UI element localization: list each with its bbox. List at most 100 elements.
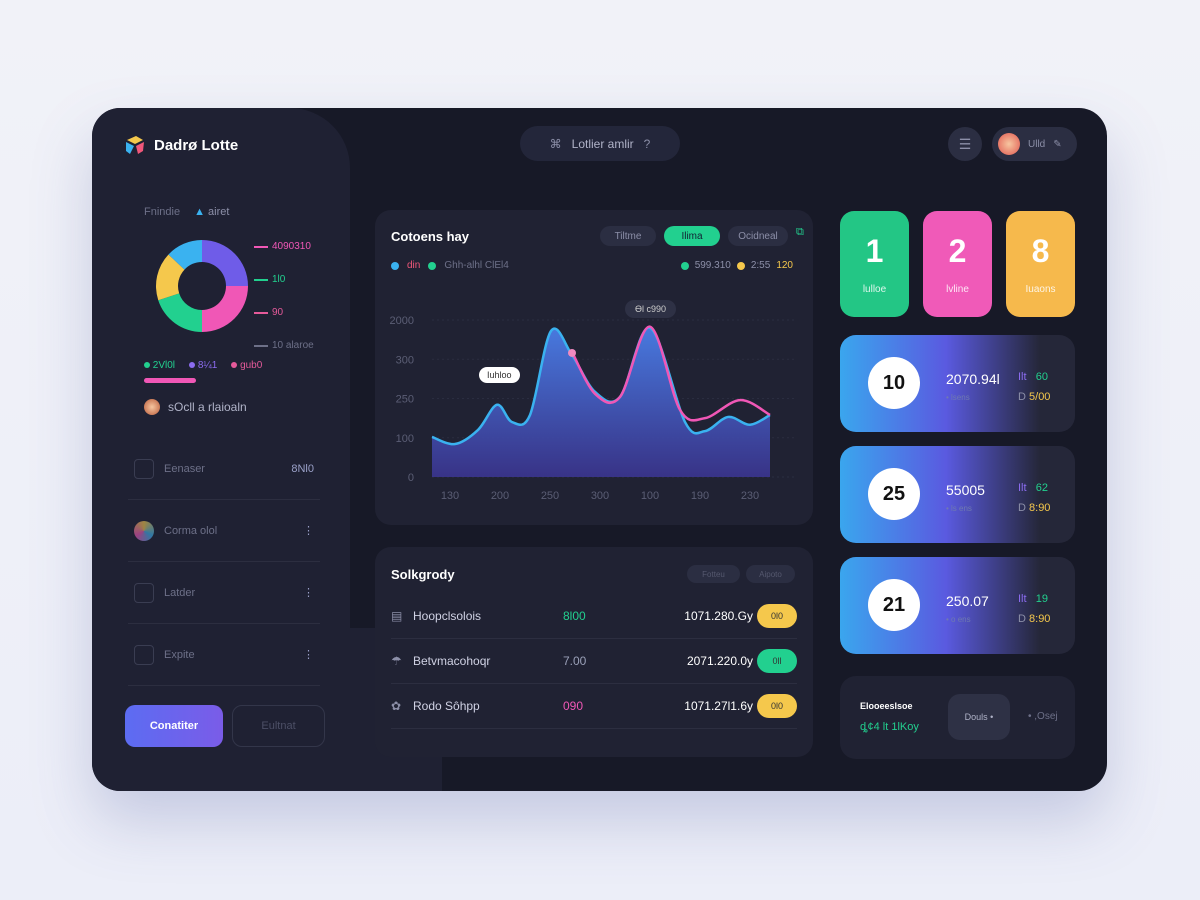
- donut-slice: [158, 293, 202, 332]
- card-tag2-value: 8:90: [1029, 502, 1051, 514]
- donut-legend-item: 10 alaroe: [254, 329, 324, 362]
- donut-legend-item: 1l0: [254, 263, 324, 296]
- y-tick-label: 2000: [390, 315, 414, 327]
- table-title: Solkgrody: [391, 567, 455, 582]
- dashboard-window: Dadrø Lotte ⌘ Lotlier amlir ? ☰ Ulld ✎ F…: [92, 108, 1107, 791]
- y-tick-label: 100: [396, 433, 414, 445]
- metric-card[interactable]: 25 55005 • ls ens Ilt 62 D 8:90: [840, 446, 1075, 543]
- progress-bar: [144, 378, 196, 383]
- sidebar: [92, 108, 350, 791]
- stat-tile[interactable]: 2 lvline: [923, 211, 992, 317]
- sidebar-stats: 2Vl0l 8¼1 gub0: [144, 360, 262, 371]
- summary-card: Elooeeslsoe ȡ¢4 lt 1lKoy Douls • • ,Osej: [840, 676, 1075, 759]
- avatar: [998, 133, 1020, 155]
- status-badge: 0ll: [757, 649, 797, 673]
- donut-slice: [202, 286, 248, 332]
- secondary-button[interactable]: Eultnat: [232, 705, 325, 747]
- chart-filter[interactable]: Ilima: [664, 226, 720, 246]
- summary-extra: • ,Osej: [1028, 711, 1058, 722]
- table-row[interactable]: ▤ Hoopclsolois 8l00 1071.280.Gy 0l0: [391, 594, 797, 639]
- row-name: Hoopclsolois: [413, 609, 482, 623]
- search-label: Lotlier amlir: [571, 136, 634, 151]
- card-number: 21: [868, 579, 920, 631]
- chart-filter[interactable]: Ocidneal: [728, 226, 788, 246]
- status-badge: 0l0: [757, 604, 797, 628]
- sidebar-item-label: Expite: [164, 648, 195, 661]
- menu-button[interactable]: ☰: [948, 127, 982, 161]
- donut-slice: [202, 240, 248, 286]
- card-tag: Ilt: [1018, 593, 1027, 605]
- row-name: Betvmacohoqr: [413, 654, 491, 668]
- sidebar-stat: 8¼1: [189, 360, 217, 371]
- primary-button[interactable]: Conatiter: [125, 705, 223, 747]
- chart-legend-left: din Ghh-alhl ClEl4: [391, 260, 509, 271]
- sidebar-item-icon: [134, 458, 154, 479]
- sidebar-item-value: 8Nl0: [291, 462, 314, 475]
- card-sub: • ls ens: [946, 504, 972, 513]
- row-amount: 1071.280.Gy: [684, 609, 753, 623]
- legend-label: 599.310: [694, 260, 731, 271]
- stat-tile[interactable]: 8 Iuaons: [1006, 211, 1075, 317]
- tile-label: lvline: [946, 284, 969, 295]
- sidebar-item[interactable]: Corma olol ⋮: [128, 500, 320, 562]
- donut-legend: 4090310 1l0 90 10 alaroe: [254, 230, 324, 362]
- triangle-icon: ▲: [194, 206, 205, 218]
- stat-dot: [189, 362, 196, 368]
- highlight-point[interactable]: [568, 348, 576, 357]
- card-tag-value: 60: [1035, 371, 1048, 383]
- sidebar-item-icon: [134, 582, 154, 603]
- card-tag-value: 19: [1035, 593, 1048, 605]
- legend-label: 2:55: [750, 260, 771, 271]
- table-button[interactable]: Fotteu: [687, 565, 740, 583]
- sidebar-item-label: Eenaser: [164, 462, 205, 475]
- row-qty: 090: [563, 699, 584, 713]
- summary-title: Elooeeslsoe: [860, 701, 913, 711]
- legend-label: 120: [776, 260, 793, 271]
- donut-slice: [168, 240, 202, 270]
- x-tick-label: 230: [741, 490, 759, 502]
- section-tag: ▲ airet: [194, 206, 229, 218]
- tile-number: 2: [948, 233, 967, 269]
- card-tag2: D: [1018, 613, 1026, 625]
- chart-legend-right: 599.310 2:55 120: [680, 260, 793, 271]
- sidebar-item[interactable]: Latder ⋮: [128, 562, 320, 624]
- sidebar-item-label: Latder: [164, 586, 196, 599]
- metric-card[interactable]: 10 2070.94l • lsens Ilt 60 D 5/00: [840, 335, 1075, 432]
- card-number: 10: [868, 357, 920, 409]
- sidebar-item[interactable]: Eenaser 8Nl0: [128, 438, 320, 500]
- tile-number: 1: [865, 233, 884, 269]
- search-bar[interactable]: ⌘ Lotlier amlir ?: [520, 126, 680, 161]
- stat-tile[interactable]: 1 lulloe: [840, 211, 909, 317]
- donut-chart: [156, 240, 248, 332]
- row-name: Rodo Sôhpp: [413, 699, 480, 713]
- row-amount: 1071.27l1.6y: [684, 699, 753, 713]
- status-badge: 0l0: [757, 694, 797, 718]
- table-row[interactable]: ☂ Betvmacohoqr 7.00 2071.220.0y 0ll: [391, 639, 797, 684]
- legend-label: 90: [272, 307, 284, 318]
- summary-button[interactable]: Douls •: [948, 694, 1010, 740]
- flame-icon: ✿: [391, 699, 402, 713]
- row-qty: 8l00: [563, 609, 586, 623]
- legend-label: Ghh-alhl ClEl4: [444, 260, 509, 271]
- sidebar-item-label: Corma olol: [164, 524, 218, 537]
- user-menu[interactable]: Ulld ✎: [992, 127, 1077, 161]
- sidebar-item-value: ⋮: [303, 525, 314, 537]
- legend-dot: [736, 261, 745, 270]
- copy-icon[interactable]: ⧉: [796, 226, 804, 238]
- chart-title: Cotoens hay: [391, 229, 470, 244]
- card-value: 55005: [946, 482, 985, 498]
- stat-label: 8¼1: [197, 360, 218, 371]
- logo: Dadrø Lotte: [124, 134, 238, 156]
- stat-dot: [144, 362, 150, 368]
- card-tag: Ilt: [1018, 371, 1027, 383]
- metric-card[interactable]: 21 250.07 • o ens Ilt 19 D 8:90: [840, 557, 1075, 654]
- app-title: Dadrø Lotte: [154, 136, 239, 154]
- table-button[interactable]: Aipoto: [746, 565, 795, 583]
- umbrella-icon: ☂: [391, 654, 402, 668]
- sidebar-item[interactable]: Expite ⋮: [128, 624, 320, 686]
- chart-tooltip: Iuhloo: [479, 367, 520, 383]
- chart-filter[interactable]: Tiltme: [600, 226, 656, 246]
- legend-label: 4090310: [272, 241, 311, 252]
- series-line: [570, 325, 771, 422]
- table-row[interactable]: ✿ Rodo Sôhpp 090 1071.27l1.6y 0l0: [391, 684, 797, 729]
